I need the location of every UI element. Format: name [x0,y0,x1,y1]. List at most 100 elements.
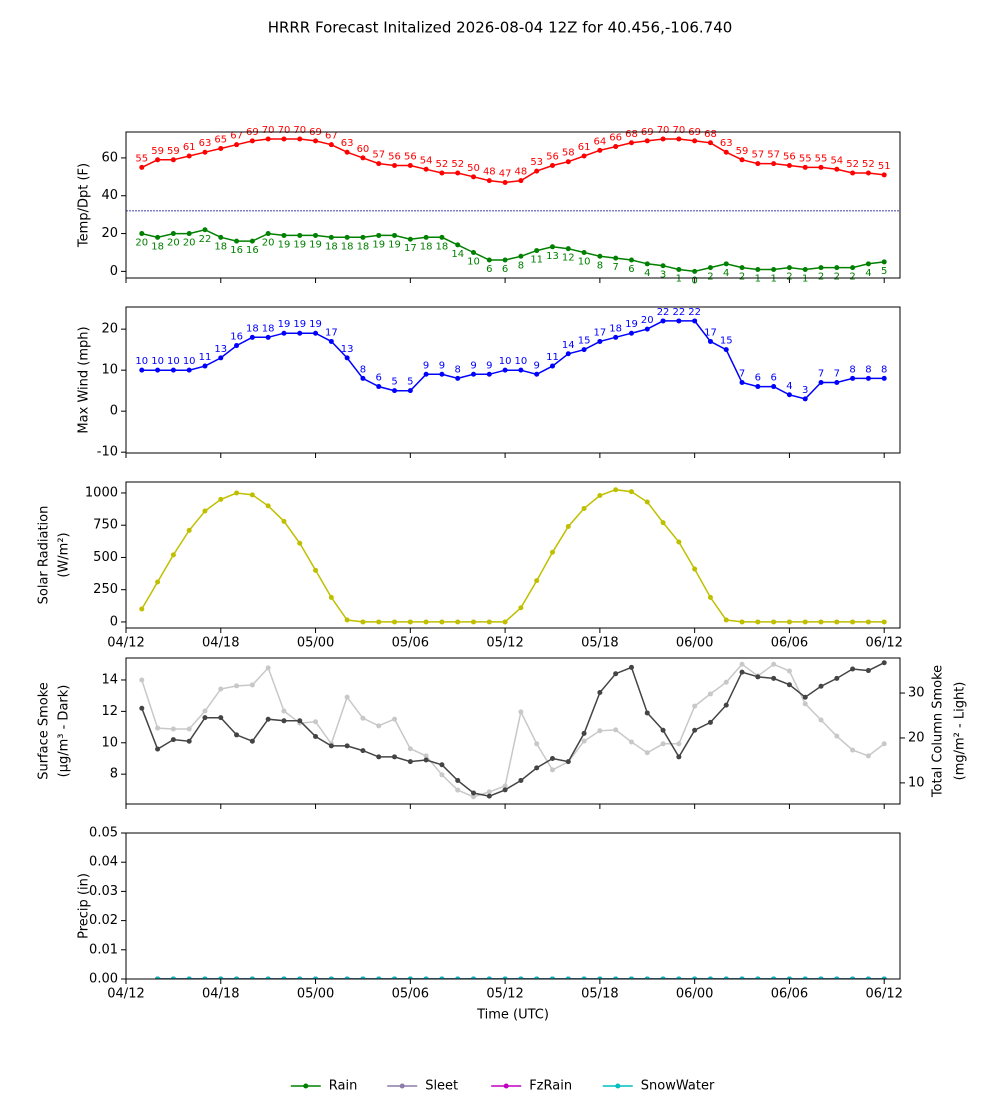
marker [439,976,445,979]
y2-axis-label: (mg/m² - Light) [953,682,968,781]
marker [692,318,698,324]
value-label: 15 [578,336,591,347]
value-label: 1 [770,273,776,284]
x-tick-label: 04/18 [202,987,239,1002]
marker [202,227,208,233]
marker [581,976,587,979]
legend-marker [399,1083,405,1089]
marker [392,232,398,238]
marker [439,234,445,240]
value-label: 9 [470,360,476,371]
value-label: 2 [849,272,855,283]
value-label: 10 [578,256,591,267]
value-label: 11 [546,352,559,363]
marker [644,326,650,332]
y-tick-label: 20 [101,322,118,337]
value-label: 6 [502,264,508,275]
value-label: 20 [183,238,196,249]
marker [549,976,555,979]
y-tick-label: 14 [101,672,118,687]
marker [818,683,824,689]
marker [597,253,603,259]
marker [486,789,492,795]
x-tick-label: 06/12 [865,987,902,1002]
marker [613,671,619,677]
marker [344,743,350,749]
marker [392,619,398,625]
marker [471,976,477,979]
marker [407,388,413,394]
y-tick-label: 0.03 [89,884,118,899]
marker [423,976,429,979]
marker [581,738,587,744]
value-label: 22 [688,307,701,318]
series-line [141,138,885,184]
marker [139,367,145,373]
y-axis-label: Precip (in) [77,873,92,939]
y-tick-label: -10 [97,445,118,460]
marker [423,166,429,172]
marker [628,664,634,670]
marker [281,518,287,524]
marker [834,976,840,979]
value-label: 10 [499,356,512,367]
marker [234,142,240,148]
value-label: 52 [451,159,464,170]
marker [786,265,792,271]
x-tick-label: 04/12 [107,636,144,651]
marker [281,136,287,142]
legend-label: FzRain [529,1079,572,1094]
marker [249,138,255,144]
value-label: 18 [609,323,622,334]
marker [486,371,492,377]
y-tick-label: 10 [101,735,118,750]
marker [644,750,650,756]
y-axis-label: (W/m²) [57,532,72,577]
marker [597,147,603,153]
marker [786,162,792,168]
marker [328,234,334,240]
marker [549,363,555,369]
marker [439,371,445,377]
marker [739,661,745,667]
marker [786,682,792,688]
marker [423,753,429,759]
y-tick-label: 0.01 [89,942,118,957]
axes-frame [125,657,901,805]
marker [818,717,824,723]
x-tick-label: 06/00 [676,636,713,651]
marker [392,716,398,722]
x-tick-label: 05/12 [486,987,523,1002]
marker [360,619,366,625]
marker [455,976,461,979]
marker [155,157,161,163]
marker [644,710,650,716]
marker [518,605,524,611]
marker [218,496,224,502]
value-label: 10 [151,356,164,367]
marker [834,675,840,681]
marker [723,976,729,979]
marker [376,619,382,625]
marker [439,762,445,768]
marker [455,375,461,381]
marker [249,682,255,688]
marker [186,738,192,744]
value-label: 70 [672,125,685,136]
marker [755,266,761,272]
value-label: 59 [151,146,164,157]
marker [771,384,777,390]
marker [628,257,634,263]
plot-area [139,660,887,800]
marker [834,265,840,271]
marker [392,388,398,394]
marker [597,976,603,979]
y-tick-label: 20 [101,226,118,241]
value-label: 70 [657,125,670,136]
marker [676,754,682,760]
marker [565,523,571,529]
value-label: 70 [262,125,275,136]
value-label: 9 [423,360,429,371]
value-label: 55 [799,153,812,164]
marker [455,787,461,793]
